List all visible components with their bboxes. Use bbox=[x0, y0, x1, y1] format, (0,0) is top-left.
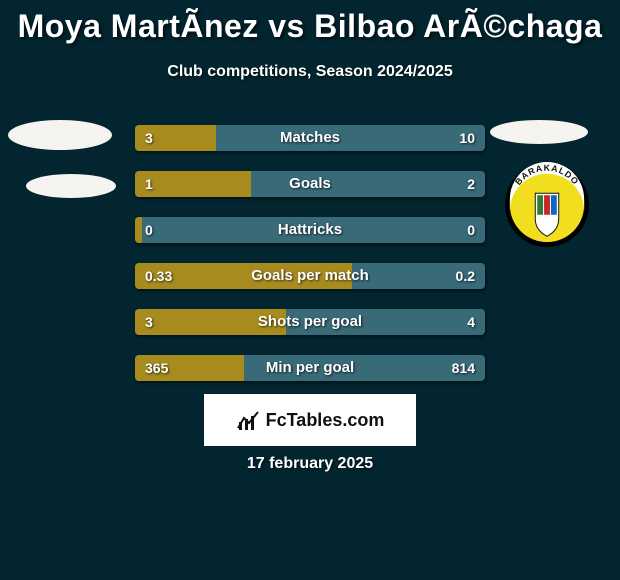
page-title: Moya MartÃ­nez vs Bilbao ArÃ©chaga bbox=[0, 0, 620, 45]
left-team-badge bbox=[8, 120, 116, 198]
date-label: 17 february 2025 bbox=[0, 455, 620, 473]
stat-bar: 0 Hattricks 0 bbox=[135, 217, 485, 243]
brand-label: FcTables.com bbox=[266, 410, 385, 431]
brand-box: FcTables.com bbox=[204, 394, 416, 446]
ellipse-icon bbox=[8, 120, 112, 150]
comparison-bars: 3 Matches 10 1 Goals 2 0 Hattricks 0 0.3… bbox=[135, 125, 485, 401]
stat-bar: 3 Shots per goal 4 bbox=[135, 309, 485, 335]
bar-label: Hattricks bbox=[135, 217, 485, 243]
bar-value-right: 10 bbox=[459, 125, 475, 151]
stat-bar: 0.33 Goals per match 0.2 bbox=[135, 263, 485, 289]
bar-value-right: 814 bbox=[452, 355, 475, 381]
ellipse-icon bbox=[490, 120, 588, 144]
bar-value-right: 0.2 bbox=[456, 263, 475, 289]
bar-label: Matches bbox=[135, 125, 485, 151]
club-crest-icon: BARAKALDO bbox=[498, 162, 596, 248]
right-team-badge: BARAKALDO bbox=[488, 120, 596, 248]
stat-bar: 365 Min per goal 814 bbox=[135, 355, 485, 381]
bar-label: Shots per goal bbox=[135, 309, 485, 335]
bar-label: Min per goal bbox=[135, 355, 485, 381]
subtitle: Club competitions, Season 2024/2025 bbox=[0, 63, 620, 81]
bar-value-right: 2 bbox=[467, 171, 475, 197]
bar-label: Goals per match bbox=[135, 263, 485, 289]
bar-value-right: 4 bbox=[467, 309, 475, 335]
bar-value-right: 0 bbox=[467, 217, 475, 243]
stat-bar: 3 Matches 10 bbox=[135, 125, 485, 151]
svg-text:BARAKALDO: BARAKALDO bbox=[513, 163, 581, 187]
stat-bar: 1 Goals 2 bbox=[135, 171, 485, 197]
bar-label: Goals bbox=[135, 171, 485, 197]
chart-icon bbox=[236, 408, 260, 432]
ellipse-icon bbox=[26, 174, 116, 198]
